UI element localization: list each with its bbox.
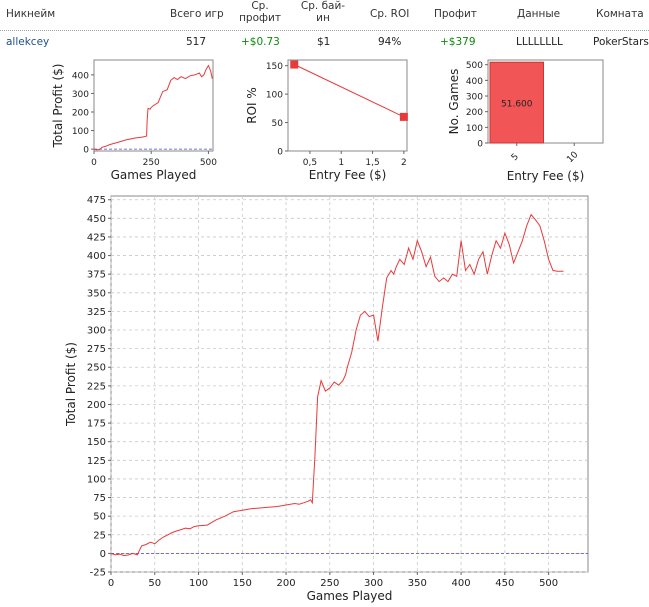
x-tick-label: 1,5 [365, 158, 379, 168]
games-value: 517 [186, 36, 207, 48]
y-tick-label: 400 [87, 251, 106, 262]
header-avg-buyin[interactable]: Ср. бай- ин [300, 0, 346, 24]
y-axis-label: No. Games [447, 69, 461, 135]
data-point [399, 112, 408, 121]
y-tick-label: 300 [466, 93, 483, 103]
y-tick-label: 100 [87, 474, 106, 485]
y-axis-label: Total Profit ($) [64, 342, 78, 427]
y-tick-label: 325 [87, 307, 106, 318]
x-axis-label: Games Played [307, 589, 393, 603]
x-axis-label: Games Played [111, 168, 197, 182]
y-tick-label: 100 [266, 91, 283, 101]
y-tick-label: 50 [93, 512, 106, 523]
header-nick[interactable]: Никнейм [6, 8, 56, 20]
y-tick-label: 0 [83, 146, 89, 156]
x-tick-label: 0 [108, 578, 114, 589]
main-profit-chart: 0 50 100 150 200 250 300 350 400 450 500-250255075… [64, 195, 589, 603]
x-tick-label: 200 [276, 578, 295, 589]
x-tick-label: 450 [495, 578, 514, 589]
series-line [294, 64, 405, 118]
x-axis-label: Entry Fee ($) [309, 168, 387, 182]
header-games[interactable]: Всего игр [170, 8, 224, 20]
y-tick-label: 200 [72, 109, 89, 119]
x-tick-label: 1 [338, 158, 344, 168]
avg-profit-value: +$0.73 [241, 36, 280, 48]
x-tick-label: 0,5 [303, 158, 317, 168]
x-tick-label: 150 [233, 578, 252, 589]
table-row: allekcey 517 +$0.73 $1 94% +$379 LLLLLLL… [0, 31, 649, 53]
header-profit[interactable]: Профит [434, 8, 477, 20]
avg-roi-value: 94% [378, 36, 402, 48]
y-tick-label: 225 [87, 381, 106, 392]
bar [489, 61, 544, 144]
y-tick-label: 250 [87, 363, 106, 374]
x-tick-label: 250 [320, 578, 339, 589]
room-value: PokerStars [593, 36, 649, 48]
player-nick-link[interactable]: allekcey [6, 36, 50, 48]
x-tick-label: 350 [408, 578, 427, 589]
y-tick-label: -25 [90, 568, 106, 579]
roi-by-fee-chart: 0,5 1 1,5 2 0 50 100 150 Entry Fee ($) ROI % [245, 59, 408, 182]
x-tick-label: 100 [189, 578, 208, 589]
plot-area [287, 59, 408, 152]
y-tick-label: 150 [87, 437, 106, 448]
y-tick-label: 175 [87, 419, 106, 430]
y-tick-label: 200 [466, 108, 483, 118]
y-tick-label: 350 [87, 288, 106, 299]
y-tick-label: 500 [466, 61, 483, 71]
y-tick-label: 25 [93, 530, 106, 541]
y-tick-label: 75 [93, 493, 106, 504]
y-tick-label: 100 [72, 127, 89, 137]
y-axis-label: ROI % [245, 87, 259, 124]
y-tick-label: 100 [466, 124, 483, 134]
y-tick-label: 275 [87, 344, 106, 355]
x-axis-label: Entry Fee ($) [507, 169, 585, 183]
x-tick-label: 500 [200, 158, 217, 168]
y-tick-label: 450 [87, 214, 106, 225]
table-header: Никнейм Всего игр Ср. профит Ср. бай- ин… [0, 0, 649, 31]
x-tick-label: 5 [510, 152, 521, 163]
y-tick-label: 300 [87, 326, 106, 337]
profit-value: +$379 [440, 36, 476, 48]
x-tick-label: 2 [401, 158, 407, 168]
header-avg-roi[interactable]: Ср. ROI [370, 8, 410, 20]
y-tick-label: 0 [477, 140, 483, 150]
mini-profit-chart: 0 250 500 0 100 200 300 400 Games Played Total Pr… [51, 59, 217, 182]
plot-area [110, 195, 589, 573]
y-axis-label: Total Profit ($) [51, 64, 65, 149]
x-tick-label: 50 [148, 578, 161, 589]
series-line [93, 64, 213, 151]
y-tick-label: 375 [87, 270, 106, 281]
x-tick-label: 400 [452, 578, 471, 589]
x-tick-label: 250 [143, 158, 160, 168]
header-room[interactable]: Комната [596, 8, 644, 20]
y-tick-label: 0 [100, 549, 106, 560]
x-tick-label: 0 [91, 158, 97, 168]
x-tick-label: 300 [364, 578, 383, 589]
y-tick-label: 475 [87, 195, 106, 206]
bar-data-label: 51.600 [501, 100, 533, 110]
y-tick-label: 150 [266, 62, 283, 72]
x-tick-label: 10 [565, 150, 580, 165]
y-tick-label: 0 [277, 148, 283, 158]
avg-buyin-value: $1 [317, 36, 331, 48]
data-point [290, 60, 299, 69]
y-tick-label: 200 [87, 400, 106, 411]
x-tick-label: 500 [539, 578, 558, 589]
series-line [110, 213, 564, 557]
data-value: LLLLLLLL [516, 36, 563, 48]
y-tick-label: 300 [72, 90, 89, 100]
header-data[interactable]: Данные [517, 8, 561, 20]
y-tick-label: 125 [87, 456, 106, 467]
y-tick-label: 425 [87, 232, 106, 243]
y-tick-label: 50 [272, 119, 284, 129]
y-tick-label: 400 [466, 77, 483, 87]
header-avg-profit[interactable]: Ср. профит [239, 0, 281, 24]
y-tick-label: 400 [72, 71, 89, 81]
